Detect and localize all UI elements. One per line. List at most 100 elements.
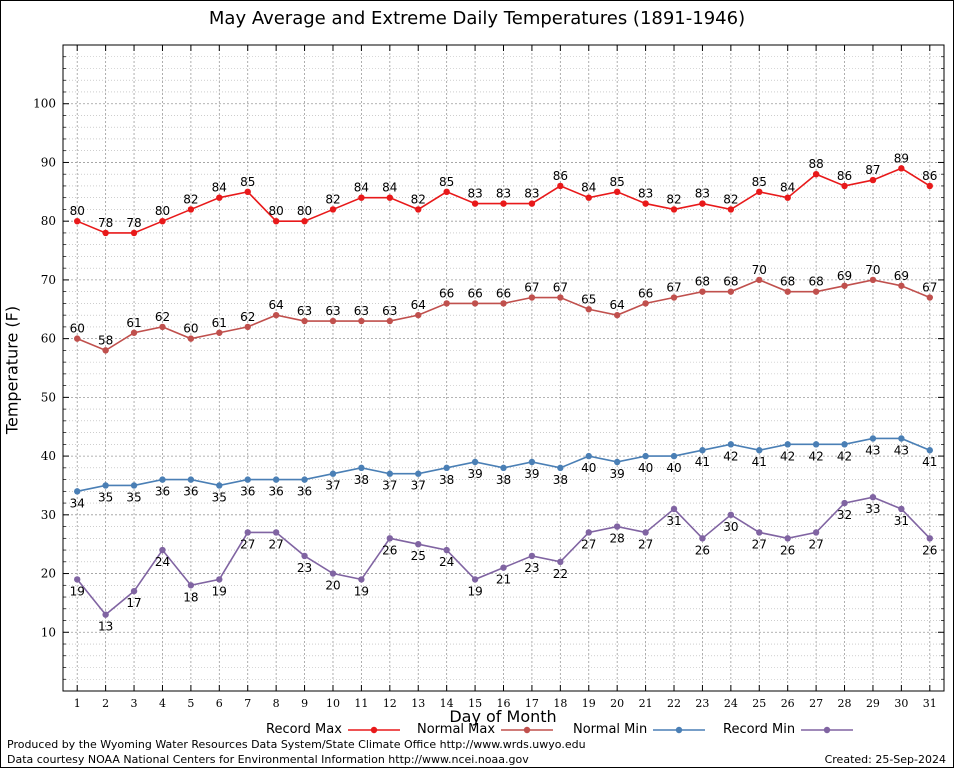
footer-created-date: Created: 25-Sep-2024	[824, 753, 946, 766]
data-point	[557, 464, 564, 472]
data-label: 66	[439, 286, 454, 300]
data-label: 83	[695, 187, 710, 201]
data-point	[869, 435, 877, 442]
data-point	[613, 311, 621, 319]
data-point	[557, 182, 564, 190]
data-point	[585, 452, 592, 460]
data-point	[329, 317, 337, 325]
data-label: 66	[496, 286, 511, 300]
data-label: 62	[155, 310, 170, 324]
x-tick-label: 10	[326, 697, 340, 710]
data-point	[130, 329, 138, 336]
data-label: 26	[382, 543, 397, 557]
data-label: 80	[70, 204, 85, 218]
data-label: 27	[269, 537, 284, 551]
data-label: 23	[524, 561, 539, 575]
x-tick-label: 3	[131, 697, 138, 710]
data-point	[358, 576, 365, 583]
data-label: 34	[70, 496, 85, 510]
data-point	[415, 311, 422, 319]
data-label: 38	[439, 473, 454, 487]
data-point	[386, 194, 394, 201]
series-record-max	[74, 165, 933, 237]
data-point	[443, 546, 450, 554]
data-point	[926, 535, 933, 542]
data-label: 38	[496, 473, 511, 487]
data-point	[528, 200, 536, 207]
data-point	[841, 282, 848, 289]
data-label: 89	[894, 151, 909, 165]
legend-swatch-marker	[370, 726, 378, 733]
data-label: 84	[581, 181, 596, 195]
legend-label: Normal Min	[573, 722, 648, 737]
data-point	[102, 611, 109, 618]
data-point	[386, 470, 394, 477]
data-label: 67	[922, 281, 937, 295]
legend-swatch-marker	[676, 726, 683, 733]
data-point	[187, 206, 195, 213]
data-label: 35	[212, 490, 227, 504]
x-tick-label: 9	[301, 697, 308, 710]
data-point	[471, 200, 479, 207]
data-label: 35	[126, 490, 141, 504]
data-point	[585, 194, 592, 201]
data-point	[812, 171, 820, 178]
data-label: 85	[439, 175, 454, 189]
data-point	[699, 200, 706, 207]
data-point	[841, 182, 848, 190]
data-point	[670, 206, 678, 213]
x-tick-label: 27	[809, 697, 823, 710]
data-label: 87	[865, 163, 880, 177]
x-tick-label: 21	[639, 697, 653, 710]
data-label: 17	[126, 596, 141, 610]
data-point	[415, 470, 422, 477]
data-label: 36	[183, 485, 198, 499]
y-tick-label: 80	[41, 214, 56, 228]
data-point	[699, 288, 706, 295]
data-point	[898, 505, 905, 513]
data-point	[244, 476, 251, 483]
data-label: 26	[922, 543, 937, 557]
data-label: 19	[354, 584, 369, 598]
data-label: 25	[411, 549, 426, 563]
data-label: 62	[240, 310, 255, 324]
data-point	[500, 464, 507, 472]
legend-entry: Normal Min	[573, 722, 706, 737]
legend-label: Normal Max	[417, 722, 496, 737]
data-label: 27	[581, 537, 596, 551]
data-label: 28	[610, 532, 625, 546]
data-point	[244, 323, 251, 331]
x-axis-label: Day of Month	[449, 707, 557, 726]
x-tick-label: 1	[74, 697, 81, 710]
data-label: 41	[922, 455, 937, 469]
data-label: 36	[240, 485, 255, 499]
data-point	[102, 347, 109, 354]
data-point	[869, 276, 877, 284]
data-label: 64	[269, 298, 284, 312]
data-point	[898, 435, 905, 442]
data-point	[670, 452, 678, 460]
data-label: 19	[467, 584, 482, 598]
legend-entry: Record Max	[266, 722, 400, 737]
data-point	[216, 482, 223, 489]
data-point	[557, 294, 564, 301]
data-point	[528, 294, 536, 301]
data-label: 18	[183, 590, 198, 604]
data-label: 68	[695, 275, 710, 289]
data-point	[159, 546, 166, 554]
legend-swatch	[347, 726, 400, 733]
data-point	[358, 194, 365, 201]
legend-swatch	[501, 726, 554, 733]
data-point	[329, 570, 337, 577]
data-label: 39	[467, 467, 482, 481]
legend-swatch-marker	[823, 726, 831, 733]
data-point	[812, 441, 820, 448]
x-tick-label: 8	[273, 697, 280, 710]
x-tick-label: 16	[497, 697, 511, 710]
data-label: 84	[212, 181, 227, 195]
data-point	[216, 329, 223, 336]
legend-label: Record Max	[266, 722, 342, 737]
data-point	[216, 194, 223, 201]
data-point	[642, 529, 649, 536]
x-tick-label: 13	[411, 697, 425, 710]
